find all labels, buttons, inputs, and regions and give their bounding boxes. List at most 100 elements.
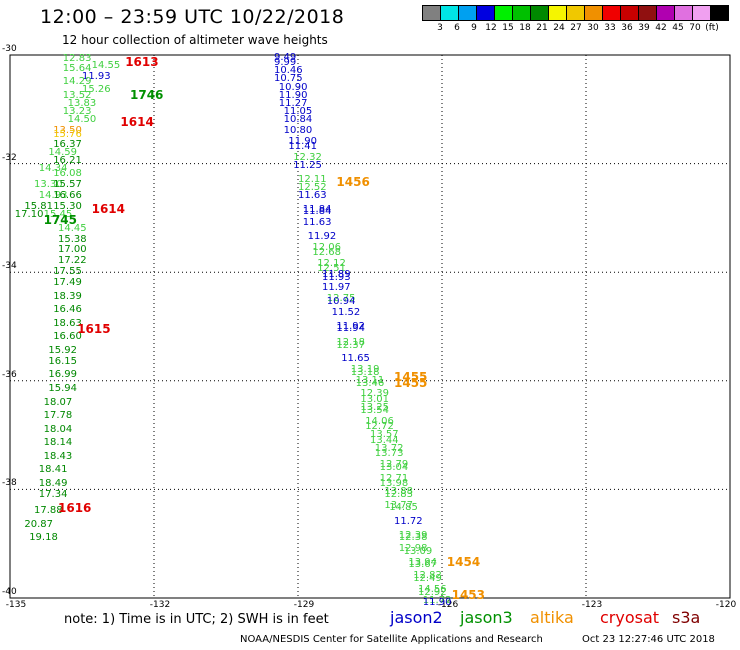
timestamp: Oct 23 12:27:46 UTC 2018 — [582, 634, 715, 645]
swh-point: 18.14 — [43, 437, 73, 449]
footnote: note: 1) Time is in UTC; 2) SWH is in fe… — [64, 612, 329, 627]
satellite-legend-item: altika — [530, 608, 574, 627]
swh-point: 13.67 — [408, 559, 438, 571]
swh-point: 14.34 — [38, 163, 68, 175]
swh-point: 13.25 — [360, 401, 390, 413]
swh-point: 10.75 — [274, 73, 303, 85]
swh-point: 11.92 — [336, 320, 366, 332]
pass-time-label: 1454 — [446, 554, 481, 569]
swh-point: 16.99 — [48, 369, 78, 381]
swh-point: 12.75 — [326, 293, 356, 305]
swh-point: 18.49 — [38, 477, 68, 489]
swh-point: 11.65 — [341, 353, 370, 365]
swh-point: 14.50 — [67, 114, 97, 126]
swh-point: 13.18 — [350, 366, 380, 378]
swh-point: 17.34 — [38, 488, 68, 500]
swh-point: 11.90 — [422, 597, 452, 609]
swh-point: 11.89 — [322, 268, 351, 280]
legend-label: 12 — [485, 23, 497, 33]
swh-point: 9.99 — [274, 57, 297, 69]
swh-point: 16.37 — [53, 138, 82, 150]
y-tick-label: -34 — [2, 261, 17, 272]
x-tick-label: -135 — [5, 600, 27, 610]
swh-point: 10.94 — [326, 296, 356, 308]
legend-label: 70 — [689, 23, 701, 33]
swh-point: 12.37 — [336, 339, 366, 351]
pass-time-label: 1614 — [91, 202, 125, 217]
swh-point: 11.90 — [288, 135, 318, 147]
swh-point: 12.49 — [413, 572, 442, 584]
swh-point: 15.76 — [53, 129, 82, 141]
swh-point: 11.05 — [283, 106, 313, 117]
swh-point: 12.83 — [62, 53, 92, 65]
legend-label: 15 — [502, 23, 514, 33]
pass-time-label: 1453 — [451, 587, 485, 602]
swh-point: 16.08 — [53, 168, 82, 180]
swh-point: 12.51 — [317, 263, 346, 275]
swh-point: 13.50 — [53, 125, 82, 137]
swh-point: 13.19 — [350, 363, 380, 375]
swh-point: 11.72 — [394, 515, 423, 527]
x-tick-label: -123 — [581, 600, 603, 610]
swh-point: 18.07 — [43, 396, 73, 408]
swh-point: 16.21 — [53, 154, 82, 166]
swh-point: 17.78 — [43, 410, 73, 422]
swh-point: 12.68 — [312, 247, 342, 259]
swh-point: 17.49 — [53, 277, 82, 289]
swh-point: 15.57 — [53, 179, 82, 191]
satellite-legend-item: cryosat — [600, 608, 660, 627]
swh-point: 12.52 — [298, 182, 327, 194]
swh-point: 11.92 — [307, 230, 337, 242]
page-subtitle: 12 hour collection of altimeter wave hei… — [62, 33, 328, 47]
swh-point: 12.79 — [379, 458, 409, 470]
swh-point: 16.46 — [53, 304, 82, 316]
swh-point: 14.59 — [48, 146, 78, 158]
satellite-legend-item: jason2 — [390, 608, 443, 627]
map-frame — [9, 54, 731, 599]
swh-point: 13.83 — [67, 97, 97, 109]
swh-point: 12.83 — [384, 488, 414, 500]
color-legend: 3 6 9 12 15 18 21 24 27 30 33 36 39 42 45 70 (ft) — [422, 5, 729, 35]
swh-point: 14.06 — [365, 415, 394, 427]
legend-label: 39 — [638, 23, 650, 33]
legend-label: 36 — [621, 23, 633, 33]
swh-point: 13.52 — [62, 89, 92, 101]
pass-time-label: 1746 — [130, 88, 164, 102]
y-tick-label: -40 — [2, 587, 17, 597]
swh-point: 11.94 — [336, 323, 366, 335]
swh-point: 13.11 — [355, 374, 385, 386]
swh-point: 12.12 — [317, 258, 346, 270]
swh-point: 15.92 — [48, 344, 78, 356]
swh-point: 17.88 — [34, 505, 63, 517]
swh-point: 11.63 — [302, 217, 332, 229]
swh-point: 13.77 — [384, 499, 414, 511]
swh-point: 14.45 — [58, 222, 87, 234]
swh-point: 12.92 — [418, 586, 447, 598]
legend-label: 33 — [604, 23, 616, 33]
swh-point: 13.54 — [360, 404, 390, 416]
swh-point: 12.72 — [365, 420, 394, 432]
legend-label: 27 — [570, 23, 582, 33]
swh-point: 12.71 — [379, 472, 409, 484]
swh-point: 12.18 — [336, 336, 366, 348]
pass-time-label: 1455 — [394, 370, 428, 385]
swh-point: 10.90 — [278, 81, 308, 93]
swh-point: 10.80 — [283, 125, 313, 137]
legend-swatch — [710, 5, 729, 21]
swh-point: 12.82 — [413, 570, 442, 582]
swh-point: 15.64 — [62, 62, 92, 74]
legend-label: 18 — [519, 23, 531, 33]
pass-time-label: 1456 — [336, 174, 370, 189]
swh-point: 15.94 — [48, 382, 78, 394]
swh-point: 20.87 — [24, 518, 54, 530]
swh-point: 13.72 — [374, 442, 404, 454]
legend-label: 45 — [672, 23, 684, 33]
swh-point: 17.10 — [14, 209, 44, 221]
swh-point: 14.85 — [389, 502, 418, 514]
credit-line: NOAA/NESDIS Center for Satellite Applica… — [240, 634, 543, 645]
swh-point: 18.39 — [53, 290, 82, 302]
swh-point: 18.63 — [53, 317, 82, 329]
legend-labels: 3 6 9 12 15 18 21 24 27 30 33 36 39 42 45 70 (ft) — [422, 23, 728, 35]
swh-point: 13.46 — [355, 377, 385, 389]
